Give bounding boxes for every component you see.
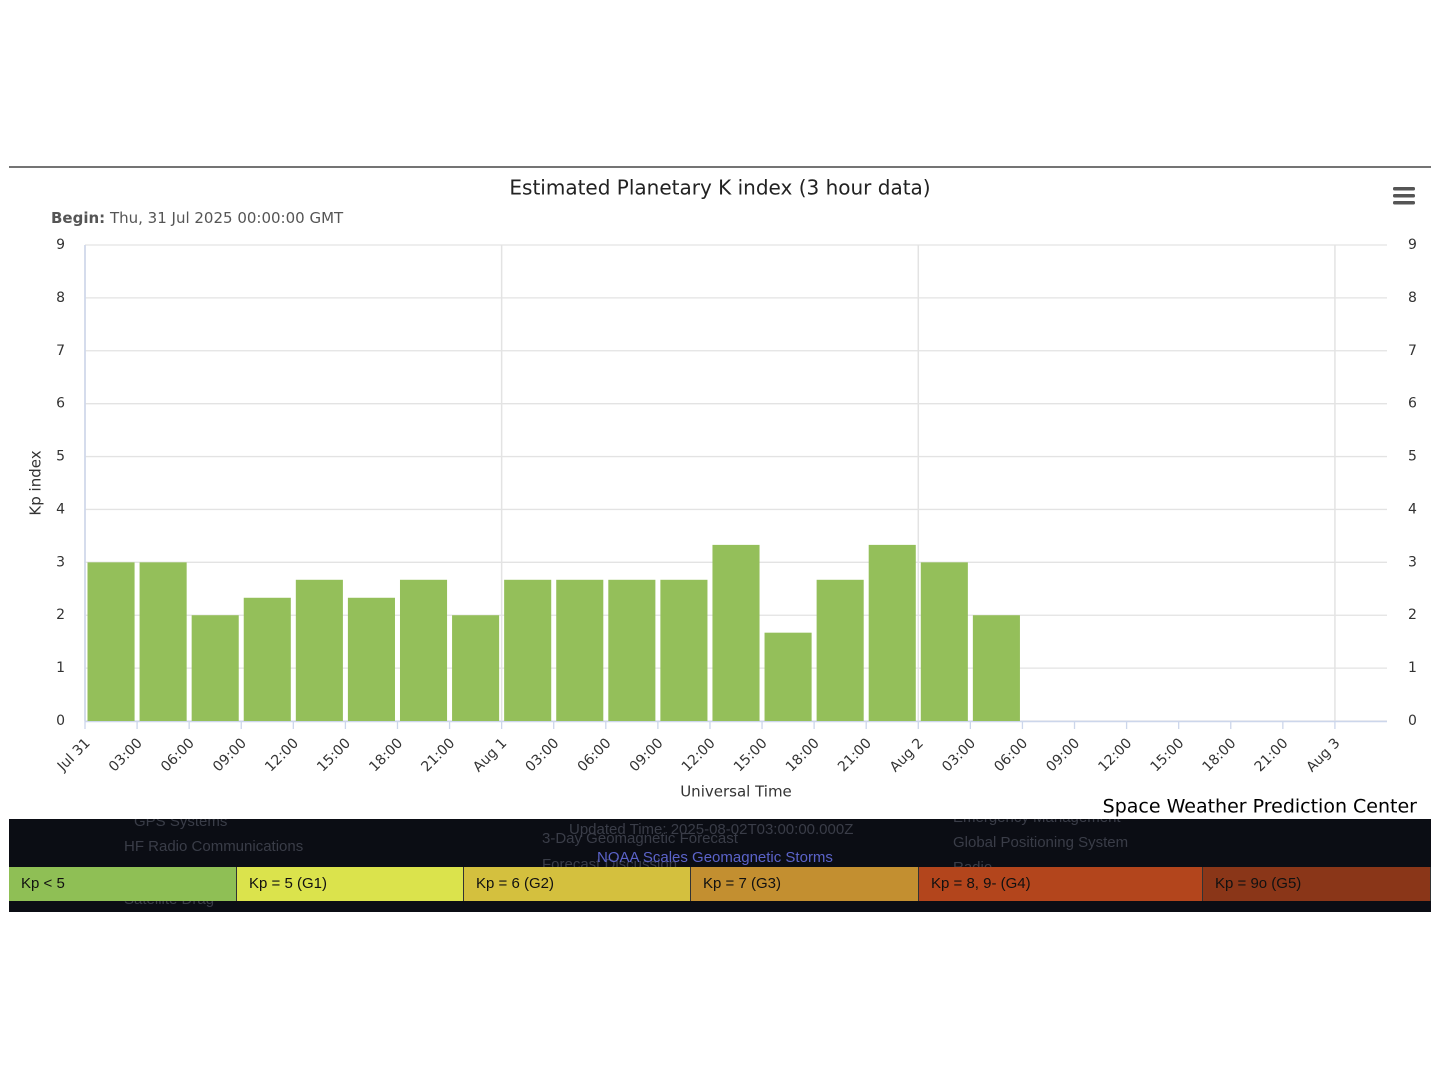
bar	[399, 579, 448, 721]
bar	[764, 632, 812, 721]
menu-bar	[1393, 187, 1415, 191]
chart-title: Estimated Planetary K index (3 hour data…	[509, 176, 930, 200]
x-tick-label: 15:00	[1147, 735, 1187, 775]
scale-segment: Kp = 9o (G5)	[1203, 867, 1431, 901]
subtitle-label: Begin:	[51, 209, 105, 227]
x-tick-label: 06:00	[158, 735, 198, 775]
background-link: Emergency Management	[953, 819, 1121, 826]
x-tick-label: Jul 31	[54, 735, 94, 775]
scale-bar: Kp < 5 Kp = 5 (G1) Kp = 6 (G2) Kp = 7 (G3) K…	[9, 867, 1431, 901]
x-tick-label: 18:00	[783, 735, 823, 775]
bar	[868, 544, 916, 721]
menu-button[interactable]	[1393, 187, 1415, 205]
bar	[452, 615, 500, 721]
scale-segment: Kp = 7 (G3)	[691, 867, 919, 901]
scale-segment: Kp = 5 (G1)	[237, 867, 464, 901]
x-tick-label: 21:00	[418, 735, 458, 775]
x-tick-label: 06:00	[575, 735, 615, 775]
bar	[243, 597, 291, 721]
bar	[139, 562, 187, 721]
bar	[712, 544, 760, 721]
y-tick-label: 5	[56, 449, 65, 465]
x-tick-label: 09:00	[210, 735, 250, 775]
y-tick-label: 4	[56, 501, 65, 517]
bar	[556, 579, 604, 721]
y2-tick-label: 9	[1408, 237, 1417, 253]
x-tick-label: 15:00	[731, 735, 771, 775]
scale-segment: Kp < 5	[9, 867, 237, 901]
subtitle-text: Thu, 31 Jul 2025 00:00:00 GMT	[109, 209, 344, 227]
y2-tick-label: 2	[1408, 607, 1417, 623]
x-tick-label: 12:00	[679, 735, 719, 775]
bar	[504, 579, 552, 721]
chart: Estimated Planetary K index (3 hour data…	[9, 166, 1431, 818]
y-tick-label: 0	[56, 713, 65, 729]
y2-tick-label: 6	[1408, 396, 1417, 412]
background-link: Global Positioning System	[953, 834, 1129, 851]
y-axis-label: Kp index	[27, 450, 45, 515]
x-tick-label: 09:00	[1043, 735, 1083, 775]
x-tick-label: 12:00	[262, 735, 302, 775]
y-tick-label: 7	[56, 343, 65, 359]
y2-tick-label: 4	[1408, 501, 1417, 517]
x-tick-label: 15:00	[314, 735, 354, 775]
x-tick-label: 18:00	[1200, 735, 1240, 775]
y2-tick-label: 3	[1408, 554, 1417, 570]
x-tick-label: Aug 3	[1303, 735, 1343, 775]
y2-tick-label: 8	[1408, 290, 1417, 306]
y2-tick-label: 0	[1408, 713, 1417, 729]
x-tick-label: Aug 1	[470, 735, 510, 775]
bar	[87, 562, 135, 721]
bar	[295, 579, 343, 721]
credit: Space Weather Prediction Center	[1103, 796, 1418, 818]
y-tick-label: 6	[56, 396, 65, 412]
background-link: GPS Systems	[134, 819, 228, 830]
y-tick-label: 2	[56, 607, 65, 623]
bar	[347, 597, 395, 721]
x-tick-label: 06:00	[991, 735, 1031, 775]
x-tick-label: 03:00	[106, 735, 146, 775]
x-tick-label: 03:00	[939, 735, 979, 775]
scale-segment: Kp = 8, 9- (G4)	[919, 867, 1203, 901]
menu-bar	[1393, 201, 1415, 205]
y2-tick-label: 7	[1408, 343, 1417, 359]
bar	[972, 615, 1020, 721]
bar	[920, 562, 968, 721]
y2-tick-label: 1	[1408, 660, 1417, 676]
background-link: 3-Day Geomagnetic Forecast	[542, 830, 738, 847]
menu-bar	[1393, 194, 1415, 198]
subtitle: Begin: Thu, 31 Jul 2025 00:00:00 GMT	[51, 209, 344, 227]
background-link: HF Radio Communications	[124, 838, 304, 855]
scale-title: NOAA Scales Geomagnetic Storms	[597, 849, 833, 866]
y-tick-label: 9	[56, 237, 65, 253]
x-tick-label: 21:00	[835, 735, 875, 775]
y2-tick-label: 5	[1408, 449, 1417, 465]
y-tick-label: 3	[56, 554, 65, 570]
background-link: Updated Time: 2025-08-02T03:00:00.000Z	[569, 821, 854, 838]
x-tick-label: Aug 2	[887, 735, 927, 775]
scale-segment: Kp = 6 (G2)	[464, 867, 691, 901]
x-tick-label: 03:00	[523, 735, 563, 775]
bar	[608, 579, 656, 721]
scale-panel: RadioGlobal Positioning SystemEmergency …	[9, 819, 1431, 912]
bar	[816, 579, 864, 721]
bar	[191, 615, 239, 721]
x-tick-label: 09:00	[627, 735, 667, 775]
x-tick-label: 21:00	[1252, 735, 1292, 775]
x-axis-label: Universal Time	[680, 783, 792, 801]
x-tick-label: 18:00	[366, 735, 406, 775]
bar	[660, 579, 708, 721]
y-tick-label: 1	[56, 660, 65, 676]
x-tick-label: 12:00	[1095, 735, 1135, 775]
y-tick-label: 8	[56, 290, 65, 306]
